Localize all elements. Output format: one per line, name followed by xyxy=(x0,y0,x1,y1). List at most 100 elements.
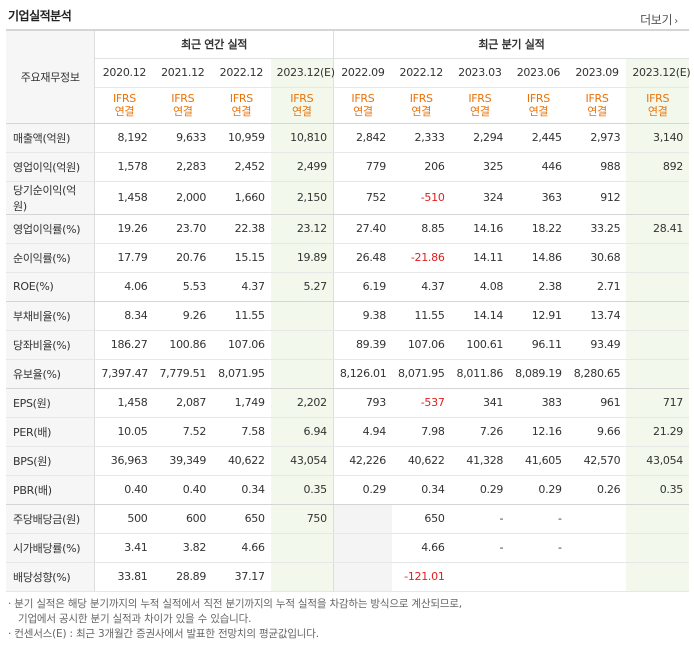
note-line: · 컨센서스(E) : 최근 3개월간 증권사에서 발표한 전망치의 평균값입니… xyxy=(8,628,319,640)
table-cell: 93.49 xyxy=(567,330,627,360)
table-cell: 2,452 xyxy=(212,152,271,182)
ifrs-label: IFRS xyxy=(351,92,375,105)
ifrs-label: IFRS xyxy=(585,92,609,105)
table-cell: 21.29 xyxy=(626,417,689,447)
table-cell: 7,397.47 xyxy=(94,359,154,389)
table-cell: 0.35 xyxy=(626,475,689,505)
table-cell: 0.29 xyxy=(333,475,392,505)
ifrs-label: IFRS xyxy=(290,92,314,105)
table-cell: 22.38 xyxy=(212,214,271,244)
table-cell: 341 xyxy=(450,388,510,418)
period-header: 2022.09 xyxy=(333,58,392,88)
table-cell: 11.55 xyxy=(212,301,271,331)
table-cell: 186.27 xyxy=(94,330,154,360)
table-cell: 18.22 xyxy=(509,214,568,244)
table-cell: 43,054 xyxy=(270,446,334,476)
table-cell: 1,660 xyxy=(212,181,271,215)
row-label: 영업이익(억원) xyxy=(6,152,96,182)
table-cell: 23.70 xyxy=(153,214,213,244)
ifrs-header: IFRS 연결 xyxy=(509,87,568,124)
table-cell: 717 xyxy=(626,388,689,418)
table-cell xyxy=(626,272,689,302)
table-cell: 324 xyxy=(450,181,510,215)
table-cell: - xyxy=(509,533,568,563)
table-cell: 96.11 xyxy=(509,330,568,360)
table-cell: 0.34 xyxy=(391,475,451,505)
table-cell: 793 xyxy=(333,388,392,418)
ifrs-label: IFRS xyxy=(171,92,195,105)
table-cell xyxy=(333,533,392,563)
table-cell: - xyxy=(450,504,510,534)
table-cell: 8,089.19 xyxy=(509,359,568,389)
table-cell: 4.37 xyxy=(391,272,451,302)
table-cell: 2,000 xyxy=(153,181,213,215)
notes: · 분기 실적은 해당 분기까지의 누적 실적에서 직전 분기까지의 누적 실적… xyxy=(8,597,462,642)
table-cell: 0.34 xyxy=(212,475,271,505)
table-row: 시가배당률(%) 3.41 3.82 4.66 4.66- - xyxy=(6,533,689,563)
table-cell xyxy=(270,359,334,389)
table-cell: 892 xyxy=(626,152,689,182)
table-cell: 0.29 xyxy=(509,475,568,505)
table-cell xyxy=(626,562,689,592)
table-cell: 6.19 xyxy=(333,272,392,302)
table-cell: 2.38 xyxy=(509,272,568,302)
table-cell: 6.94 xyxy=(270,417,334,447)
table-cell: - xyxy=(450,533,510,563)
table-cell: 12.91 xyxy=(509,301,568,331)
table-cell xyxy=(567,533,627,563)
table-cell: 7.58 xyxy=(212,417,271,447)
table-cell: 1,749 xyxy=(212,388,271,418)
table-cell: 2,333 xyxy=(391,123,451,153)
table-cell: 40,622 xyxy=(212,446,271,476)
table-cell: 2,973 xyxy=(567,123,627,153)
table-cell xyxy=(626,301,689,331)
chevron-right-icon: › xyxy=(674,16,678,27)
table-cell: 14.86 xyxy=(509,243,568,273)
table-cell: 9,633 xyxy=(153,123,213,153)
row-label: 당좌비율(%) xyxy=(6,330,96,360)
table-cell: 2.71 xyxy=(567,272,627,302)
table-cell: 89.39 xyxy=(333,330,392,360)
ifrs-header: IFRS 연결 xyxy=(153,87,213,124)
table-cell xyxy=(626,181,689,215)
table-cell: 41,605 xyxy=(509,446,568,476)
row-label: 유보율(%) xyxy=(6,359,96,389)
table-cell xyxy=(270,301,334,331)
table-cell: 961 xyxy=(567,388,627,418)
table-cell: 100.61 xyxy=(450,330,510,360)
row-label: PBR(배) xyxy=(6,475,96,505)
table-row: 부채비율(%) 8.34 9.26 11.55 9.38 11.55 14.14 12.91 1… xyxy=(6,301,689,331)
consolidated-label: 연결 xyxy=(353,105,373,118)
more-label[interactable]: 더보기 xyxy=(640,13,673,27)
table-cell: 8,126.01 xyxy=(333,359,392,389)
table-cell: 0.40 xyxy=(153,475,213,505)
table-cell: 33.25 xyxy=(567,214,627,244)
table-cell: 9.38 xyxy=(333,301,392,331)
table-cell: 8.85 xyxy=(391,214,451,244)
row-label: 시가배당률(%) xyxy=(6,533,96,563)
table-cell: 0.35 xyxy=(270,475,334,505)
table-row: 매출액(억원) 8,192 9,633 10,959 10,810 2,842 2,333 2… xyxy=(6,123,689,153)
table-cell: 325 xyxy=(450,152,510,182)
period-header: 2022.12 xyxy=(212,58,271,88)
table-cell: 9.26 xyxy=(153,301,213,331)
table-cell xyxy=(567,562,627,592)
row-label: 주당배당금(원) xyxy=(6,504,96,534)
table-cell: 42,226 xyxy=(333,446,392,476)
table-cell: 39,349 xyxy=(153,446,213,476)
table-cell xyxy=(270,562,334,592)
table-cell: 4.66 xyxy=(391,533,451,563)
more-link[interactable]: 더보기 › xyxy=(640,11,678,28)
table-cell: 107.06 xyxy=(391,330,451,360)
consolidated-label: 연결 xyxy=(587,105,607,118)
table-cell: 5.27 xyxy=(270,272,334,302)
table-cell: 30.68 xyxy=(567,243,627,273)
table-cell: 3.41 xyxy=(94,533,154,563)
table-cell: 3,140 xyxy=(626,123,689,153)
note-line: 기업에서 공시한 분기 실적과 차이가 있을 수 있습니다. xyxy=(18,613,252,625)
table-cell: 19.26 xyxy=(94,214,154,244)
row-label: BPS(원) xyxy=(6,446,96,476)
period-header: 2023.09 xyxy=(567,58,627,88)
table-cell: 912 xyxy=(567,181,627,215)
table-cell: -537 xyxy=(391,388,451,418)
